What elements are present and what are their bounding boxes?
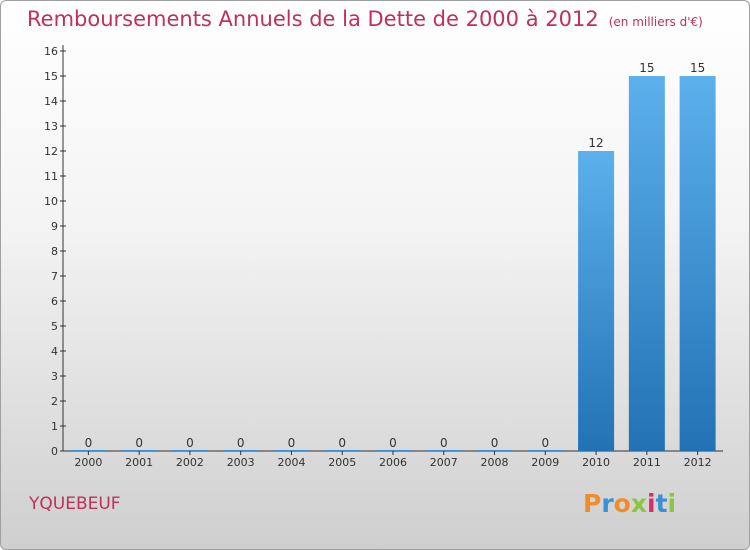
y-tick-label: 2 <box>51 395 58 408</box>
x-tick-label: 2002 <box>176 456 204 469</box>
x-tick-label: 2012 <box>684 456 712 469</box>
chart-title-text: Remboursements Annuels de la Dette de 20… <box>27 7 599 31</box>
data-label: 0 <box>186 436 194 450</box>
chart-title: Remboursements Annuels de la Dette de 20… <box>27 7 703 31</box>
data-label: 0 <box>440 436 448 450</box>
y-tick-label: 10 <box>44 195 58 208</box>
y-tick-label: 11 <box>44 170 58 183</box>
x-tick-label: 2003 <box>227 456 255 469</box>
bar-2009 <box>527 450 564 451</box>
y-tick-label: 8 <box>51 245 58 258</box>
data-label: 0 <box>389 436 397 450</box>
x-tick-label: 2007 <box>430 456 458 469</box>
data-label: 0 <box>237 436 245 450</box>
data-label: 15 <box>690 61 705 75</box>
y-tick-label: 9 <box>51 220 58 233</box>
data-label: 0 <box>85 436 93 450</box>
x-tick-label: 2001 <box>125 456 153 469</box>
x-tick-label: 2011 <box>633 456 661 469</box>
y-tick-label: 13 <box>44 120 58 133</box>
y-tick-label: 5 <box>51 320 58 333</box>
bar-2000 <box>70 450 107 451</box>
data-label: 12 <box>588 136 603 150</box>
data-label: 0 <box>491 436 499 450</box>
x-tick-label: 2004 <box>277 456 305 469</box>
y-tick-label: 7 <box>51 270 58 283</box>
bar-2011 <box>628 76 665 451</box>
y-tick-label: 12 <box>44 145 58 158</box>
y-tick-label: 16 <box>44 45 58 58</box>
data-label: 0 <box>135 436 143 450</box>
bar-2004 <box>273 450 310 451</box>
logo-letter: i <box>667 489 677 518</box>
bar-2010 <box>578 151 615 451</box>
logo-letter: x <box>630 489 647 518</box>
data-label: 0 <box>288 436 296 450</box>
logo-letter: o <box>613 489 631 518</box>
x-tick-label: 2005 <box>328 456 356 469</box>
logo-letter: t <box>655 489 668 518</box>
data-label: 15 <box>639 61 654 75</box>
bar-2002 <box>171 450 208 451</box>
logo-letter: P <box>583 489 602 518</box>
data-label: 0 <box>338 436 346 450</box>
bar-2005 <box>324 450 361 451</box>
y-tick-label: 3 <box>51 370 58 383</box>
x-tick-label: 2009 <box>531 456 559 469</box>
bar-2003 <box>222 450 259 451</box>
x-tick-label: 2000 <box>74 456 102 469</box>
bar-2006 <box>375 450 411 451</box>
bar-2001 <box>121 450 158 451</box>
y-tick-label: 0 <box>51 445 58 458</box>
y-tick-label: 6 <box>51 295 58 308</box>
logo-letter: r <box>601 489 614 518</box>
proxiti-logo: Proxiti <box>583 489 676 518</box>
y-tick-label: 1 <box>51 420 58 433</box>
x-tick-label: 2010 <box>582 456 610 469</box>
bar-2012 <box>679 76 716 451</box>
x-tick-label: 2008 <box>481 456 509 469</box>
chart-unit: (en milliers d'€) <box>608 15 703 29</box>
y-tick-label: 14 <box>44 95 58 108</box>
y-tick-label: 4 <box>51 345 58 358</box>
data-label: 0 <box>541 436 549 450</box>
y-tick-label: 15 <box>44 70 58 83</box>
x-tick-label: 2006 <box>379 456 407 469</box>
commune-name: YQUEBEUF <box>29 494 121 514</box>
logo-letter: i <box>647 489 656 518</box>
bar-2007 <box>425 450 462 451</box>
bar-2008 <box>476 450 513 451</box>
